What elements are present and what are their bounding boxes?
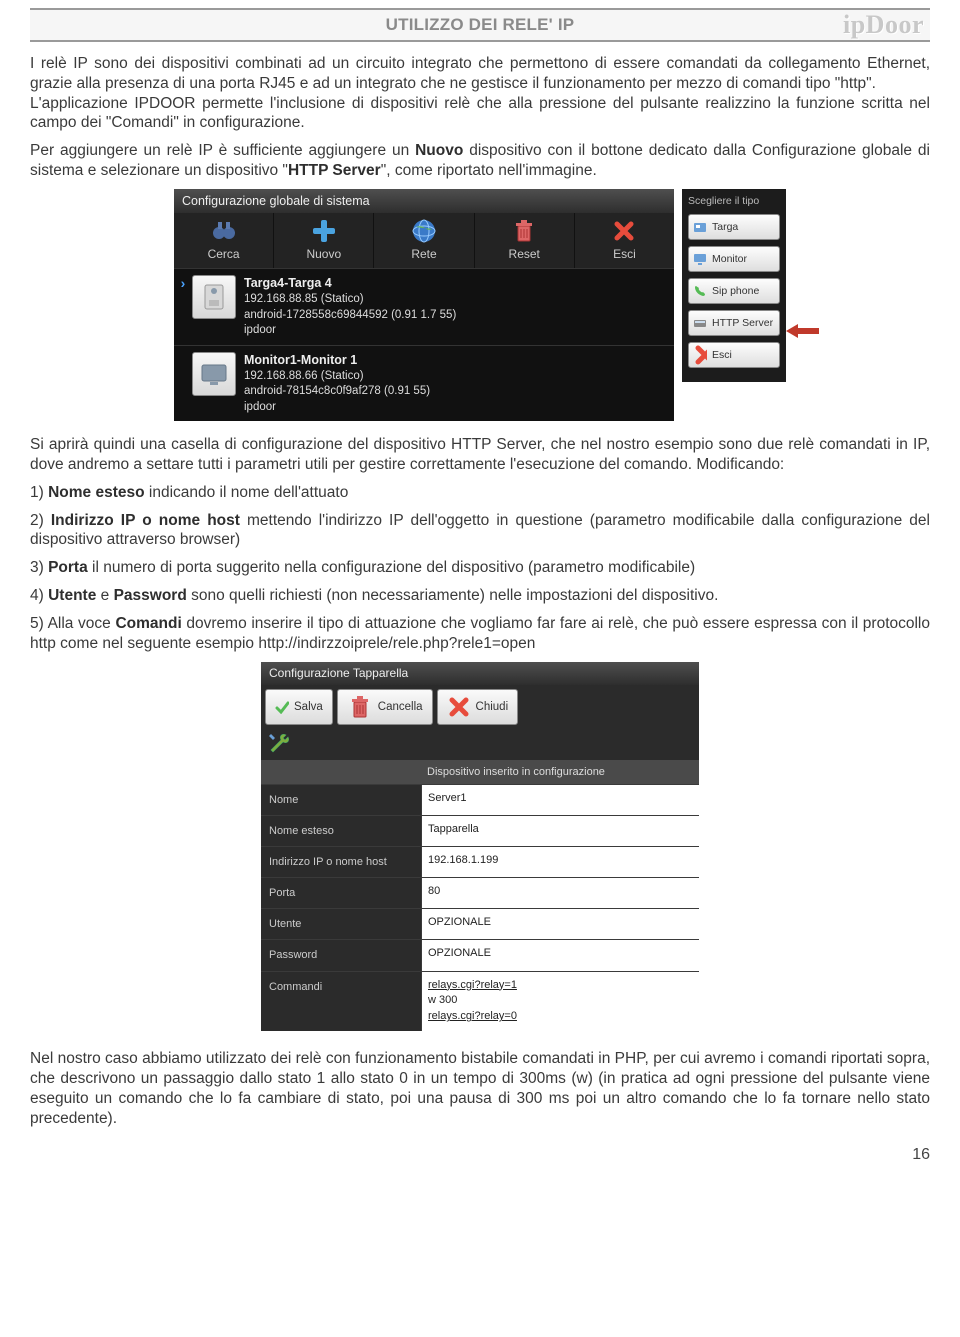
binoc-icon (174, 217, 273, 245)
wrench-icon (267, 732, 293, 754)
system-config-panel: Configurazione globale di sistema CercaN… (174, 189, 674, 421)
form-value-input[interactable]: relays.cgi?relay=1w 300relays.cgi?relay=… (421, 971, 699, 1032)
toolbar-nuovo-button[interactable]: Nuovo (274, 213, 374, 268)
list-item-2: 2) Indirizzo IP o nome host mettendo l'i… (30, 511, 930, 551)
config-form-status: Dispositivo inserito in configurazione (261, 760, 699, 784)
form-label: Indirizzo IP o nome host (261, 846, 421, 877)
page-header: UTILIZZO DEI RELE' IP ipDoor (30, 8, 930, 42)
monitor-icon (693, 252, 707, 266)
form-label: Porta (261, 877, 421, 908)
paragraph-config: Si aprirà quindi una casella di configur… (30, 435, 930, 475)
list-item-3: 3) Porta il numero di porta suggerito ne… (30, 558, 930, 578)
form-label: Nome esteso (261, 815, 421, 846)
paragraph-intro: I relè IP sono dei dispositivi combinati… (30, 54, 930, 133)
toolbar-reset-button[interactable]: Reset (475, 213, 575, 268)
phone-icon (693, 284, 707, 298)
form-label: Utente (261, 908, 421, 939)
x-icon (575, 217, 674, 245)
http-icon (693, 316, 707, 330)
x-icon (693, 348, 707, 362)
page-title: UTILIZZO DEI RELE' IP (386, 14, 575, 36)
form-value-input[interactable]: 80 (421, 877, 699, 908)
device-type-panel: Scegliere il tipo Targa Monitor Sip phone H… (682, 189, 786, 382)
list-item-5: 5) Alla voce Comandi dovremo inserire il… (30, 614, 930, 654)
form-value-input[interactable]: 192.168.1.199 (421, 846, 699, 877)
form-label: Password (261, 939, 421, 970)
brand-logo: ipDoor (843, 8, 924, 41)
screenshot-system-config: Configurazione globale di sistema CercaN… (30, 189, 930, 421)
trash-icon (475, 217, 574, 245)
device-icon (192, 275, 236, 319)
type-http-server-button[interactable]: HTTP Server (688, 310, 780, 336)
config-form-title: Configurazione Tapparella (261, 662, 699, 685)
form-value-input[interactable]: OPZIONALE (421, 939, 699, 970)
plus-icon (274, 217, 373, 245)
device-list-item[interactable]: Monitor1-Monitor 1192.168.88.66 (Statico… (174, 345, 674, 421)
type-sip-phone-button[interactable]: Sip phone (688, 278, 780, 304)
config-form-panel: Configurazione Tapparella SalvaCancellaC… (261, 662, 699, 1032)
form-chiudi-button[interactable]: Chiudi (437, 689, 519, 725)
form-salva-button[interactable]: Salva (265, 689, 333, 725)
check-icon (275, 700, 289, 714)
paragraph-add: Per aggiungere un relè IP è sufficiente … (30, 141, 930, 181)
form-value-input[interactable]: Tapparella (421, 815, 699, 846)
trash-icon (347, 694, 373, 720)
device-icon (192, 352, 236, 396)
card-icon (693, 220, 707, 234)
form-cancella-button[interactable]: Cancella (337, 689, 433, 725)
form-value-input[interactable]: OPZIONALE (421, 908, 699, 939)
list-item-4: 4) Utente e Password sono quelli richies… (30, 586, 930, 606)
form-label: Commandi (261, 971, 421, 1032)
form-label: Nome (261, 784, 421, 815)
globe-icon (374, 217, 473, 245)
system-config-title: Configurazione globale di sistema (174, 189, 674, 213)
type-targa-button[interactable]: Targa (688, 214, 780, 240)
toolbar-esci-button[interactable]: Esci (575, 213, 674, 268)
toolbar-cerca-button[interactable]: Cerca (174, 213, 274, 268)
type-panel-title: Scegliere il tipo (688, 195, 780, 208)
paragraph-final: Nel nostro caso abbiamo utilizzato dei r… (30, 1049, 930, 1128)
type-monitor-button[interactable]: Monitor (688, 246, 780, 272)
list-item-1: 1) Nome esteso indicando il nome dell'at… (30, 483, 930, 503)
device-list-item[interactable]: ›Targa4-Targa 4192.168.88.85 (Statico)an… (174, 268, 674, 344)
x-icon (447, 695, 471, 719)
page-number: 16 (30, 1145, 930, 1165)
toolbar-rete-button[interactable]: Rete (374, 213, 474, 268)
arrow-indicator-icon (786, 322, 820, 340)
type-esci-button[interactable]: Esci (688, 342, 780, 368)
chevron-right-icon: › (181, 275, 186, 293)
form-value-input[interactable]: Server1 (421, 784, 699, 815)
